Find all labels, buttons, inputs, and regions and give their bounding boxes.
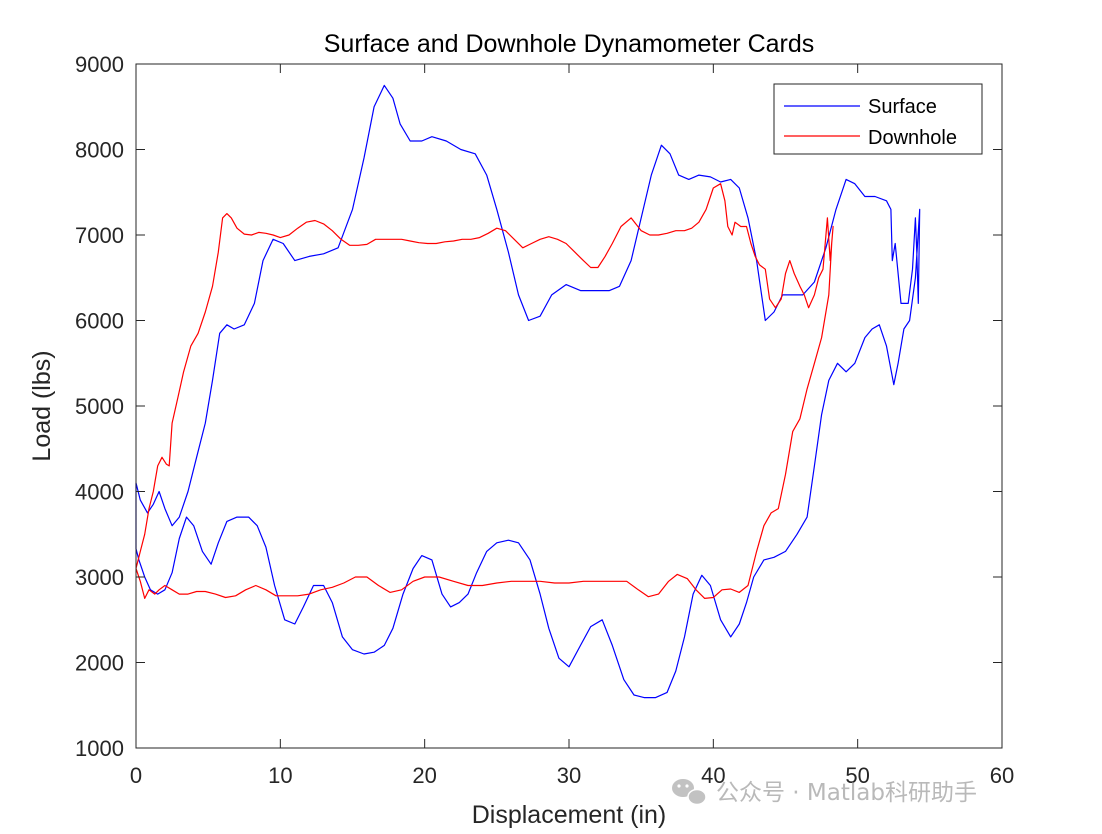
series-line-surface [135,84,921,699]
x-tick-label: 50 [845,763,869,788]
x-tick-label: 0 [130,763,142,788]
y-tick-label: 7000 [75,223,124,248]
y-tick-label: 3000 [75,565,124,590]
legend-label-surface: Surface [868,96,937,118]
axis-layer: 0 10 20 30 40 50 60 1000 2000 3000 4000 5000 6000 700… [75,52,1014,788]
watermark: 公众号 · Matlab科研助手 [672,779,977,806]
chart-title: Surface and Downhole Dynamometer Cards [324,30,815,58]
x-tick-label: 20 [412,763,436,788]
y-tick-label: 2000 [75,651,124,676]
x-axis-label: Displacement (in) [472,801,667,829]
x-tick-label: 30 [557,763,581,788]
wechat-icon [672,779,707,806]
y-tick-label: 1000 [75,736,124,761]
y-tick-label: 4000 [75,480,124,505]
x-tick-label: 10 [268,763,292,788]
x-tick-label: 40 [701,763,725,788]
legend: Surface Downhole [773,83,983,155]
series-layer [135,84,921,699]
y-tick-label: 9000 [75,52,124,77]
watermark-text: 公众号 · Matlab科研助手 [716,780,977,806]
series-line-downhole [135,183,834,600]
x-tick-label: 60 [990,763,1014,788]
y-tick-label: 6000 [75,309,124,334]
legend-box [773,83,983,155]
y-tick-label: 8000 [75,138,124,163]
legend-label-downhole: Downhole [868,127,957,149]
y-axis-label: Load (lbs) [28,350,56,461]
y-tick-label: 5000 [75,394,124,419]
